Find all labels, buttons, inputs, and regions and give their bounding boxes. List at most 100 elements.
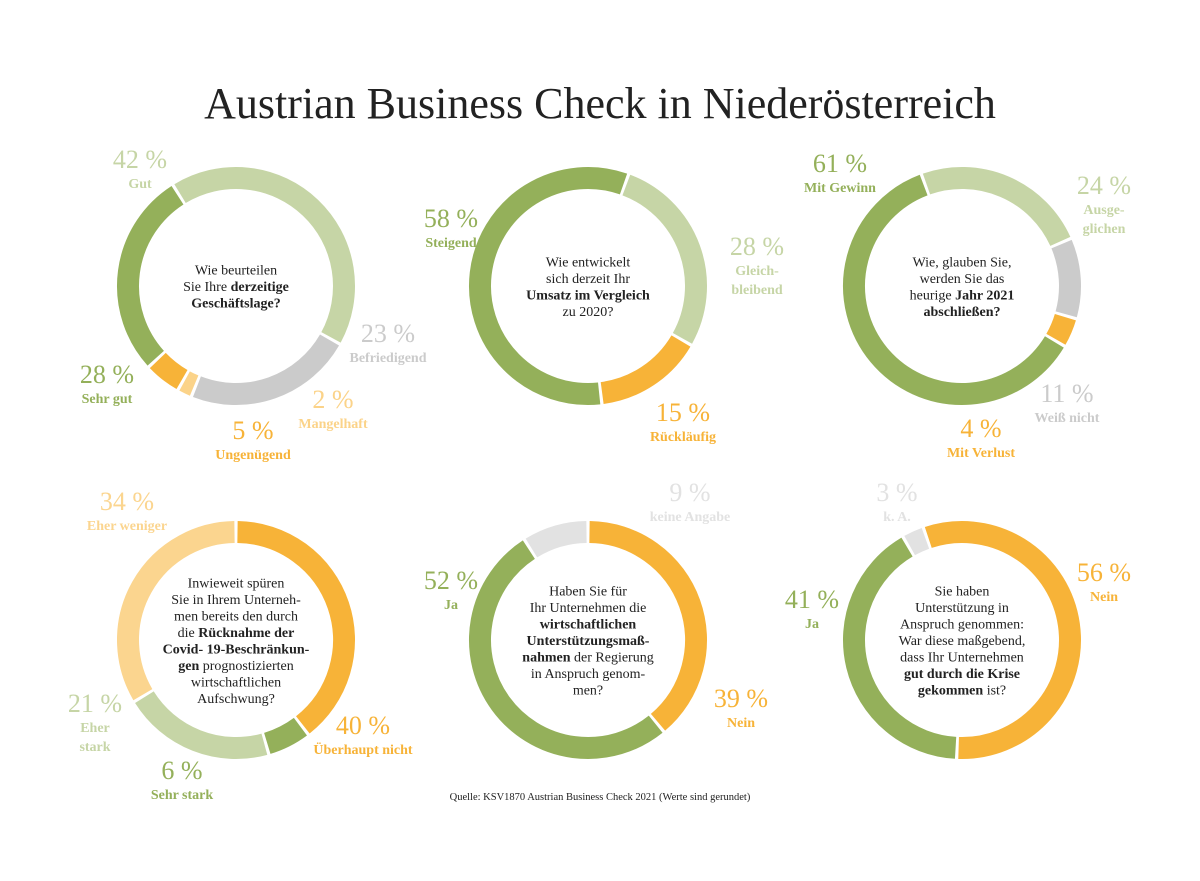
category-label: Gut bbox=[128, 177, 152, 192]
question-line: Sie haben bbox=[935, 585, 990, 600]
value-label: 3 % bbox=[876, 478, 917, 507]
donut-segment bbox=[179, 371, 199, 396]
question-text: Inwieweit spüren bbox=[188, 576, 285, 591]
question-text: Aufschwung? bbox=[197, 692, 275, 707]
category-label: k. A. bbox=[883, 510, 911, 525]
donut-segment bbox=[922, 167, 1071, 247]
value-label: 4 % bbox=[960, 414, 1001, 443]
category-label: bleibend bbox=[731, 283, 783, 298]
value-label: 28 % bbox=[80, 360, 134, 389]
question-text: Sie in Ihrem Unterneh- bbox=[171, 593, 301, 608]
value-label: 58 % bbox=[424, 204, 478, 233]
value-label: 9 % bbox=[669, 478, 710, 507]
question-line: Sie Ihre derzeitige bbox=[183, 280, 289, 295]
category-label: Weiß nicht bbox=[1035, 411, 1100, 426]
question-text: der Regierung bbox=[571, 651, 654, 666]
question-line: Unterstützungsmaß- bbox=[527, 634, 650, 649]
question-line: Wie entwickelt bbox=[546, 255, 631, 270]
donut-segment bbox=[117, 185, 184, 366]
question-text: Covid- 19-Beschränkun- bbox=[163, 642, 310, 657]
question-text: werden Sie das bbox=[920, 272, 1005, 287]
question-text: Sie Ihre bbox=[183, 280, 230, 295]
question-text: abschließen? bbox=[923, 305, 1000, 320]
question-text: Wie beurteilen bbox=[195, 264, 277, 279]
category-label: Mangelhaft bbox=[298, 417, 368, 432]
question-line: men bereits den durch bbox=[174, 609, 298, 624]
source-note: Quelle: KSV1870 Austrian Business Check … bbox=[450, 792, 751, 803]
question-line: sich derzeit Ihr bbox=[546, 272, 630, 287]
question-line: zu 2020? bbox=[563, 305, 614, 320]
category-label: keine Angabe bbox=[650, 510, 731, 525]
question-line: Haben Sie für bbox=[549, 585, 627, 600]
question-text: heurige bbox=[910, 288, 955, 303]
donut-segment bbox=[1046, 313, 1076, 345]
question-line: Umsatz im Vergleich bbox=[526, 288, 650, 303]
question-line: War diese maßgebend, bbox=[899, 634, 1026, 649]
question-text: Geschäftslage? bbox=[191, 297, 280, 312]
question-line: Inwieweit spüren bbox=[188, 576, 285, 591]
question-line: Wie beurteilen bbox=[195, 264, 277, 279]
donut-segment bbox=[263, 717, 307, 754]
chart-title: Austrian Business Check in Niederösterre… bbox=[204, 79, 996, 128]
donut-segment bbox=[843, 174, 1064, 405]
category-label: Steigend bbox=[425, 236, 477, 251]
value-label: 15 % bbox=[656, 398, 710, 427]
donut-segment bbox=[117, 521, 235, 701]
question-text: zu 2020? bbox=[563, 305, 614, 320]
question-text: Jahr 2021 bbox=[955, 288, 1014, 303]
question-text: Unterstützungsmaß- bbox=[527, 634, 650, 649]
question-line: Covid- 19-Beschränkun- bbox=[163, 642, 310, 657]
question-line: Anspruch genommen: bbox=[900, 618, 1024, 633]
question-text: Haben Sie für bbox=[549, 585, 627, 600]
category-label: Eher weniger bbox=[87, 519, 167, 534]
donut-segment bbox=[468, 167, 628, 405]
question-text: prognostizierten bbox=[199, 659, 293, 674]
value-label: 39 % bbox=[714, 684, 768, 713]
question-text: men bereits den durch bbox=[174, 609, 298, 624]
category-label: Überhaupt nicht bbox=[313, 741, 413, 758]
question-line: gekommen ist? bbox=[918, 684, 1006, 699]
question-line: Ihr Unternehmen die bbox=[530, 601, 647, 616]
category-label: Ja bbox=[444, 598, 458, 613]
donut-segment bbox=[174, 167, 355, 343]
category-label: Mit Verlust bbox=[947, 446, 1015, 461]
value-label: 52 % bbox=[424, 566, 478, 595]
category-label: stark bbox=[79, 740, 110, 755]
category-label: Befriedigend bbox=[350, 351, 427, 366]
donut-segment bbox=[600, 335, 691, 404]
question-text: Sie haben bbox=[935, 585, 990, 600]
question-line: Wie, glauben Sie, bbox=[913, 255, 1012, 270]
category-label: Eher bbox=[80, 721, 110, 736]
category-label: Gleich- bbox=[735, 264, 779, 279]
donut-segment bbox=[149, 352, 188, 390]
value-label: 23 % bbox=[361, 319, 415, 348]
question-line: abschließen? bbox=[923, 305, 1000, 320]
question-text: Wie entwickelt bbox=[546, 255, 631, 270]
donut-chart-4: Inwieweit spüren Sie in Ihrem Unterneh-me… bbox=[68, 487, 413, 803]
category-label: Rückläufig bbox=[650, 430, 716, 445]
question-text: Wie, glauben Sie, bbox=[913, 255, 1012, 270]
question-line: wirtschaftlichen bbox=[191, 675, 281, 690]
value-label: 2 % bbox=[312, 385, 353, 414]
category-label: Sehr stark bbox=[151, 788, 214, 803]
category-label: Sehr gut bbox=[82, 392, 133, 407]
category-label: Ungenügend bbox=[215, 448, 291, 463]
question-text: sich derzeit Ihr bbox=[546, 272, 630, 287]
donut-segment bbox=[622, 174, 707, 344]
donut-segment bbox=[904, 528, 930, 556]
question-line: Unterstützung in bbox=[915, 601, 1009, 616]
donut-segment bbox=[924, 521, 1081, 759]
donut-segment bbox=[589, 521, 708, 731]
question-text: Unterstützung in bbox=[915, 601, 1009, 616]
question-text: wirtschaftlichen bbox=[540, 618, 637, 633]
value-label: 24 % bbox=[1077, 171, 1131, 200]
donut-segment bbox=[192, 334, 340, 405]
question-text: War diese maßgebend, bbox=[899, 634, 1026, 649]
question-line: Sie in Ihrem Unterneh- bbox=[171, 593, 301, 608]
